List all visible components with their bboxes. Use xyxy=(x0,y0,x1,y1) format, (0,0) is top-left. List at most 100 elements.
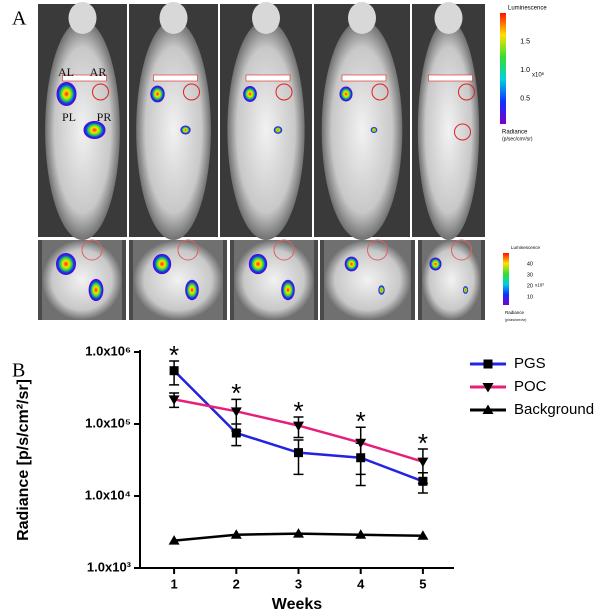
mouse-label: PL xyxy=(62,110,76,124)
significance-marker: * xyxy=(418,428,428,458)
signal-blob xyxy=(152,253,172,275)
colorbar-caption: (p/sec/cm²/sr) xyxy=(502,136,533,142)
data-point xyxy=(230,529,242,539)
mouse-body xyxy=(227,20,305,240)
data-point xyxy=(418,476,428,486)
roi-label-box xyxy=(62,74,107,82)
signal-blob xyxy=(56,82,77,106)
data-point xyxy=(169,366,179,376)
signal-blob xyxy=(88,278,104,302)
legend-marker xyxy=(482,383,494,393)
colorbar-tick-label: 1.5 xyxy=(520,38,530,45)
roi-circle xyxy=(371,83,389,101)
data-point xyxy=(293,421,304,432)
legend-label: POC xyxy=(514,378,547,395)
y-tick-label: 1.0x10⁵ xyxy=(85,415,131,430)
significance-marker: * xyxy=(356,406,366,436)
mouse-body xyxy=(321,20,403,240)
mouse-body xyxy=(324,240,411,320)
roi-circle xyxy=(367,239,388,261)
x-tick-label: 2 xyxy=(233,576,240,591)
mouse-label: PR xyxy=(97,110,112,124)
mouse-body xyxy=(45,20,120,240)
signal-blob xyxy=(56,253,76,275)
signal-blob xyxy=(344,256,359,272)
roi-circle xyxy=(275,83,293,101)
data-point xyxy=(168,535,180,545)
roi-circle xyxy=(451,239,472,261)
colorbar-tick-label: 30 xyxy=(527,272,533,278)
mouse-head xyxy=(348,2,376,34)
significance-marker: * xyxy=(293,396,303,426)
mouse-body xyxy=(136,20,211,240)
roi-label-box xyxy=(245,74,291,82)
roi-label-box xyxy=(153,74,198,82)
signal-blob xyxy=(150,85,165,103)
x-tick-label: 4 xyxy=(357,576,365,591)
data-point xyxy=(417,530,429,540)
x-tick-label: 1 xyxy=(170,576,177,591)
colorbar xyxy=(500,13,506,124)
mouse-body xyxy=(234,240,314,320)
legend-label: Background xyxy=(514,401,594,418)
y-tick-label: 1.0x10⁴ xyxy=(85,487,131,502)
signal-blob xyxy=(248,253,268,275)
data-point xyxy=(355,529,367,539)
data-point xyxy=(355,438,367,449)
signal-blob xyxy=(281,279,295,301)
data-point xyxy=(356,453,366,463)
colorbar-caption: Radiance xyxy=(505,310,525,315)
y-axis-label: Radiance [p/s/cm²/sr] xyxy=(15,379,32,541)
colorbar-tick-label: 0.5 xyxy=(520,95,530,102)
x-tick-label: 3 xyxy=(295,576,302,591)
signal-blob xyxy=(273,126,283,134)
panel-label: B xyxy=(12,360,25,382)
mouse-head xyxy=(434,2,463,34)
signal-blob xyxy=(370,126,378,134)
roi-circle xyxy=(183,83,200,101)
colorbar-unit: x10⁶ xyxy=(532,72,545,79)
error-bar xyxy=(355,426,366,476)
data-point xyxy=(294,448,303,458)
signal-blob xyxy=(243,86,257,102)
roi-label-box xyxy=(428,74,473,82)
mouse-label: AR xyxy=(90,65,107,79)
mouse-label: AL xyxy=(58,65,74,79)
panel-label: A xyxy=(12,8,27,30)
roi-circle xyxy=(454,123,471,141)
roi-label-box xyxy=(341,74,387,82)
colorbar-title: Luminescence xyxy=(511,245,541,250)
roi-circle xyxy=(177,239,199,261)
colorbar-title: Luminescence xyxy=(508,6,547,12)
mouse-body xyxy=(133,240,223,320)
signal-blob xyxy=(185,279,199,301)
colorbar-tick-label: 20 xyxy=(527,283,533,289)
significance-marker: * xyxy=(231,378,241,408)
data-point xyxy=(231,428,241,438)
panel-b: B 1.0x10³ 1.0x10⁴ 1.0x10⁵ 1.0x10⁶ 1 2 3 4 5 Weeks… xyxy=(12,340,594,613)
colorbar-caption: (p/sec/cm²/sr) xyxy=(505,318,526,322)
mouse-head xyxy=(68,2,97,34)
legend-marker xyxy=(482,404,494,414)
signal-blob xyxy=(180,125,191,135)
panel-a: A AL AR PL PR Luminescence 1.5 1.0 0.5 x10⁶ Radia… xyxy=(12,2,547,322)
mouse-head xyxy=(252,2,280,34)
data-point xyxy=(230,407,242,417)
colorbar xyxy=(503,253,509,305)
y-tick-label: 1.0x10⁶ xyxy=(85,343,131,358)
legend-marker xyxy=(483,359,493,369)
signal-blob xyxy=(429,257,442,271)
significance-marker: * xyxy=(169,340,179,370)
roi-circle xyxy=(273,239,295,261)
signal-blob xyxy=(83,121,106,139)
signal-blob xyxy=(378,285,385,295)
mouse-body xyxy=(42,240,122,320)
x-axis-label: Weeks xyxy=(272,596,323,613)
signal-blob xyxy=(462,286,469,294)
data-point xyxy=(168,395,180,405)
data-point xyxy=(293,528,304,538)
colorbar-tick-label: 10 xyxy=(527,294,533,300)
mouse-head xyxy=(159,2,188,34)
colorbar-unit: x10³ xyxy=(535,283,544,288)
